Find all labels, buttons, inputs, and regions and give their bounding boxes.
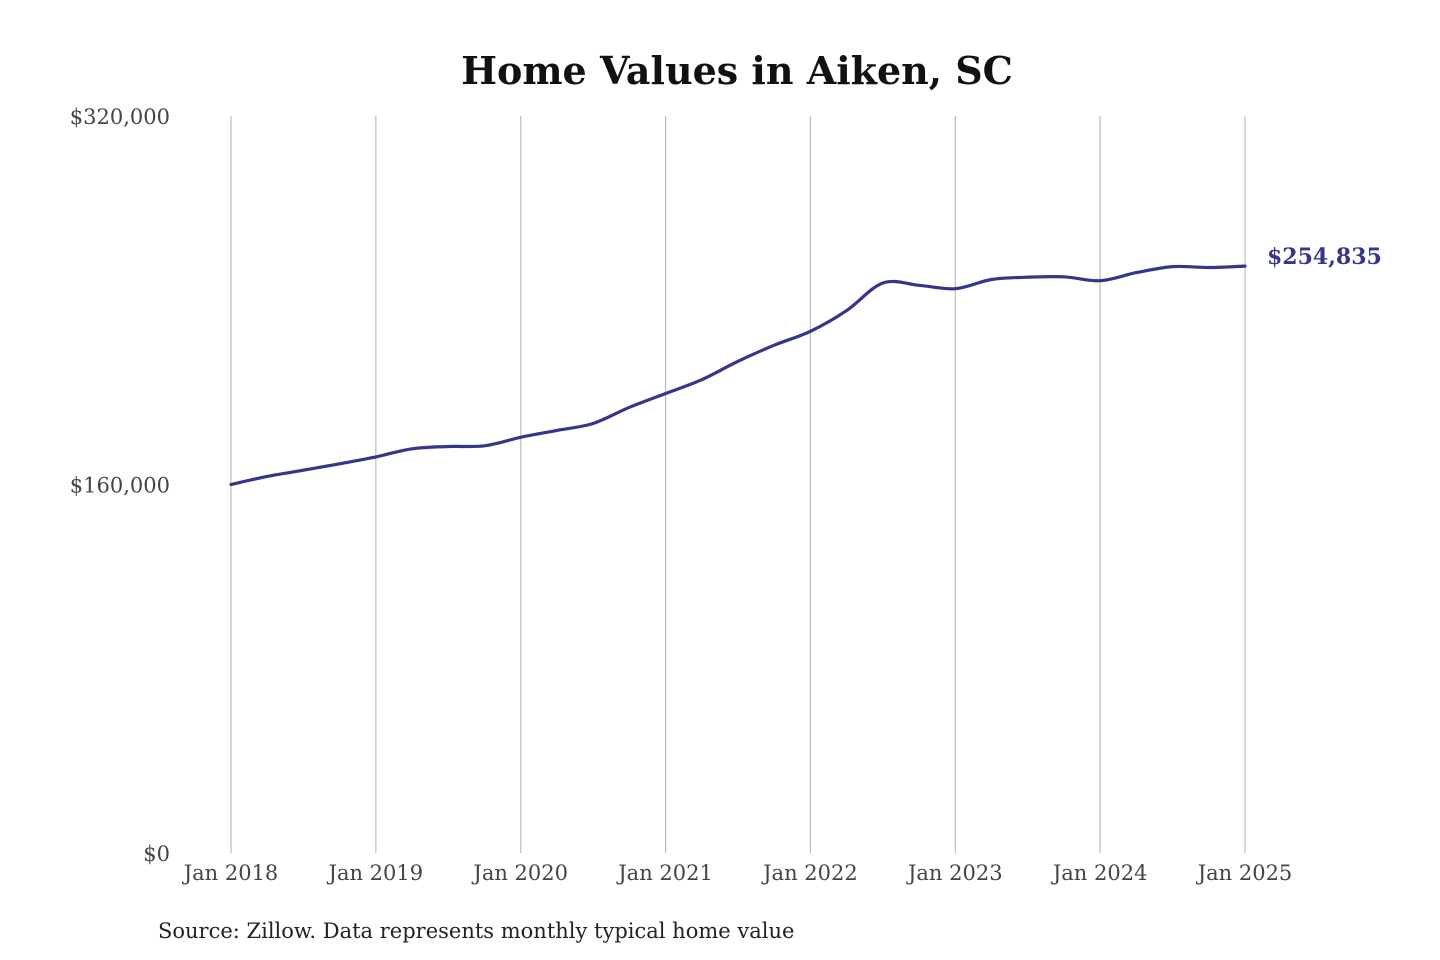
x-tick-label-3: Jan 2021: [616, 861, 713, 885]
vertical-gridlines: [230, 116, 1246, 853]
y-tick-label-2: $320,000: [70, 105, 170, 129]
end-value-label: $254,835: [1267, 244, 1382, 270]
chart-title: Home Values in Aiken, SC: [461, 48, 1013, 93]
y-tick-label-0: $0: [143, 842, 170, 866]
y-tick-label-1: $160,000: [70, 474, 170, 498]
source-note: Source: Zillow. Data represents monthly …: [158, 919, 794, 943]
series-layer: $254,835: [229, 244, 1382, 487]
x-tick-label-6: Jan 2024: [1051, 861, 1148, 885]
x-tick-label-1: Jan 2019: [327, 861, 424, 885]
x-tick-label-5: Jan 2023: [906, 861, 1003, 885]
x-axis-tick-labels: Jan 2018 Jan 2019 Jan 2020 Jan 2021 Jan 2022…: [182, 861, 1293, 885]
x-tick-label-4: Jan 2022: [761, 861, 858, 885]
y-axis-tick-labels: $0 $160,000 $320,000: [70, 105, 170, 866]
x-tick-label-0: Jan 2018: [182, 861, 279, 885]
x-tick-label-7: Jan 2025: [1196, 861, 1293, 885]
x-tick-label-2: Jan 2020: [471, 861, 568, 885]
series-line-0: [229, 264, 1247, 487]
